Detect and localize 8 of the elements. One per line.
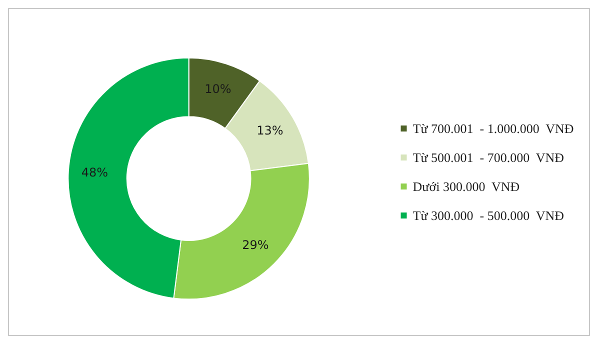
legend-label: Từ 500.001 - 700.000 VNĐ	[412, 150, 564, 165]
legend-label: Dưới 300.000 VNĐ	[412, 179, 520, 194]
data-label: 13%	[256, 124, 284, 138]
data-label: 48%	[81, 166, 108, 180]
legend-label: Từ 700.001 - 1.000.000 VNĐ	[412, 121, 574, 136]
data-label: 10%	[204, 82, 232, 96]
legend-label: Từ 300.000 - 500.000 VNĐ	[412, 208, 564, 223]
data-label: 29%	[242, 238, 269, 252]
